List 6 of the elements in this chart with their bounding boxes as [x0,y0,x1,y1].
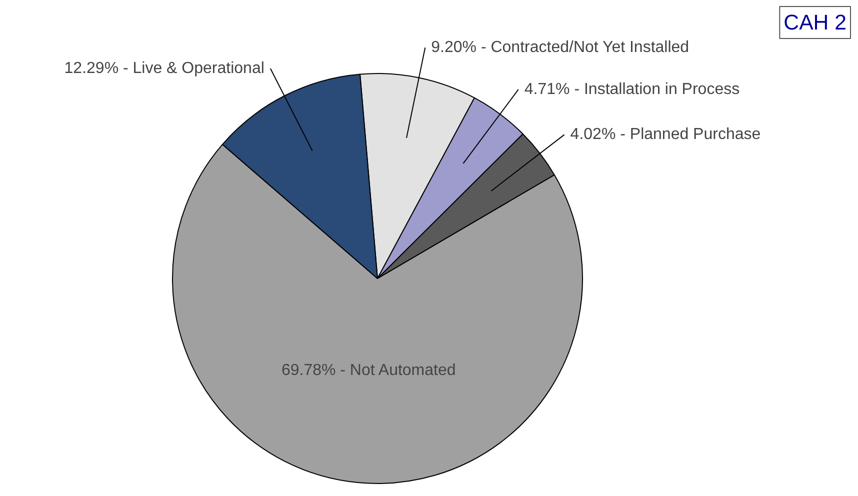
slice-label: 12.29% - Live & Operational [64,60,264,77]
slice-label: 4.71% - Installation in Process [524,80,740,98]
slice-label: 9.20% - Contracted/Not Yet Installed [431,39,690,56]
text: CAH 2 [784,10,847,34]
slice-label: 69.78% - Not Automated [281,362,456,379]
slice-label: 4.02% - Planned Purchase [570,126,761,144]
